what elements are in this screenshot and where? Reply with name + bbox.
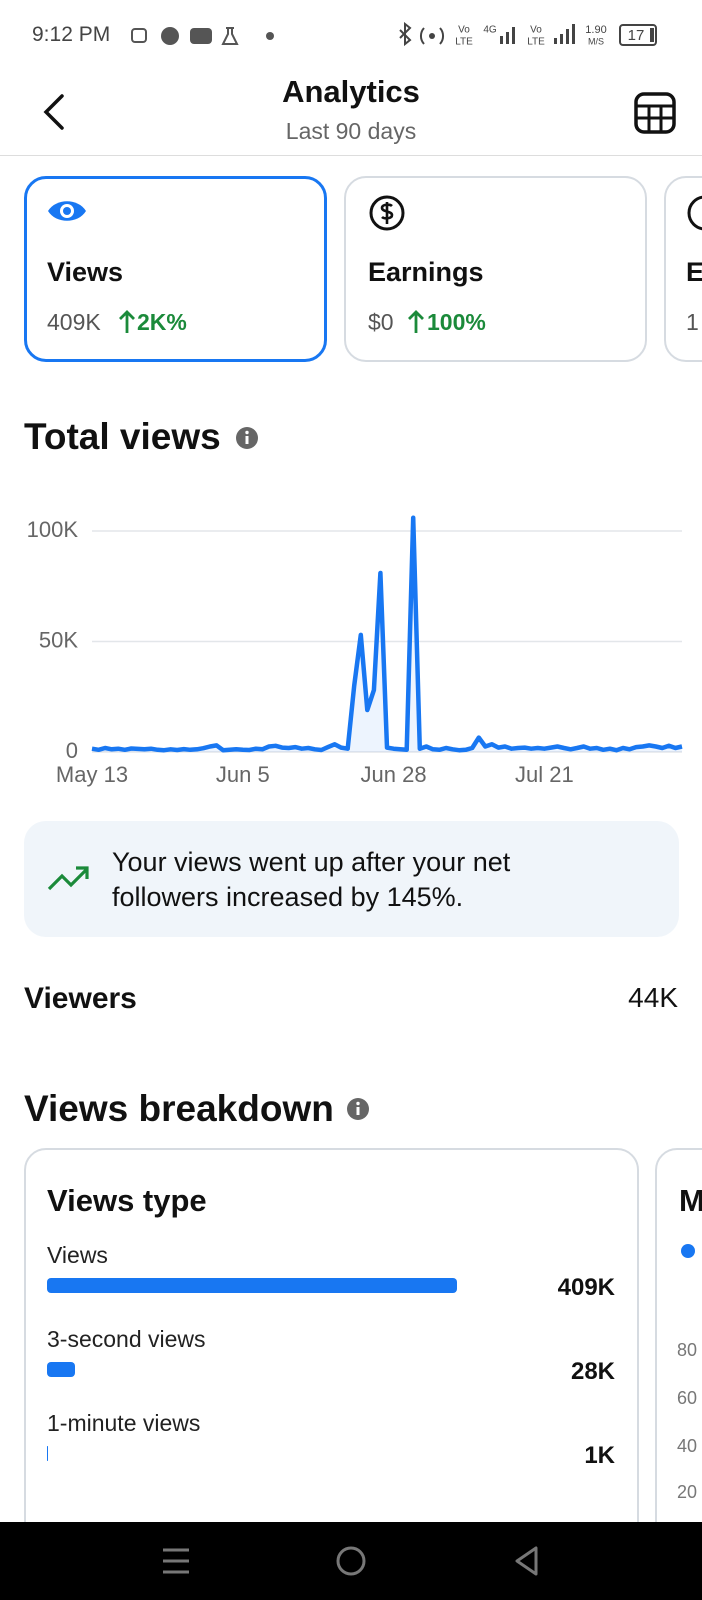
insight-text: Your views went up after your net follow… (112, 847, 511, 912)
next-card: M 80 60 40 20 (655, 1148, 702, 1568)
bar (47, 1446, 48, 1461)
card-label: Earnings (368, 257, 484, 287)
bar (47, 1278, 457, 1293)
card-change: 100% (427, 309, 486, 335)
dollar-icon (369, 195, 405, 231)
y-tick-label: 60 (677, 1388, 698, 1408)
home-button[interactable] (334, 1544, 368, 1578)
menu-button[interactable] (160, 1544, 192, 1578)
legend-dot (681, 1244, 695, 1258)
y-tick-label: 40 (677, 1436, 698, 1456)
status-text: LTE (527, 37, 545, 48)
status-time: 9:12 PM (32, 23, 111, 46)
y-tick-label: 0 (66, 738, 78, 763)
metric-card[interactable]: E 1 (664, 176, 702, 362)
status-icons (131, 27, 274, 45)
page-title: Analytics (282, 74, 420, 109)
card-icon (687, 195, 702, 231)
y-tick-label: 20 (677, 1482, 698, 1502)
section-title: Views breakdown (24, 1088, 334, 1129)
bar-value: 409K (557, 1274, 615, 1301)
viewers-label: Viewers (24, 982, 137, 1015)
metric-card[interactable]: Views 409K 2K% (24, 176, 327, 362)
y-tick-label: 80 (677, 1340, 698, 1360)
up-arrow (119, 310, 135, 333)
status-right: Vo LTE 4G Vo LTE 1.90 M/S 17 (399, 22, 657, 48)
table-button[interactable] (633, 91, 677, 135)
card-change: 2K% (137, 309, 187, 335)
up-arrow (408, 310, 424, 333)
line-chart: 0 50K 100K May 13 Jun 5 Jun 28 Jul 21 (27, 515, 683, 787)
bar-value: 28K (570, 1358, 615, 1385)
viewers-value: 44K (628, 982, 678, 1013)
battery-level: 17 (628, 27, 645, 44)
trend-icon (47, 866, 89, 891)
status-text: Vo (458, 25, 470, 36)
x-tick-label: May 13 (56, 762, 128, 787)
x-tick-label: Jun 5 (216, 762, 270, 787)
insight-box: Your views went up after your net follow… (24, 821, 679, 937)
metric-card[interactable]: Earnings $0 100% (344, 176, 647, 362)
bar-label: 3-second views (47, 1326, 206, 1352)
status-text: LTE (455, 37, 473, 48)
card-title: M (679, 1183, 702, 1218)
y-tick-label: 50K (39, 627, 78, 652)
bar-label: 1-minute views (47, 1410, 201, 1436)
line-series (91, 515, 683, 753)
status-text: 1.90 (585, 24, 606, 36)
card-label: Views (47, 257, 124, 287)
views-type-card: Views type Views 409K 3-second views 28K 1-m… (24, 1148, 639, 1568)
page-subtitle: Last 90 days (285, 118, 417, 144)
divider (0, 155, 702, 156)
x-tick-label: Jun 28 (361, 762, 427, 787)
bar (47, 1362, 76, 1377)
eye-icon (48, 201, 86, 221)
status-text: 4G (483, 25, 497, 36)
card-value: 1 (686, 309, 699, 335)
y-tick-label: 100K (27, 517, 79, 542)
back-nav-button[interactable] (512, 1544, 542, 1578)
nav-bar (0, 1522, 702, 1600)
status-text: Vo (530, 25, 542, 36)
back-button[interactable] (36, 92, 72, 132)
bar-label: Views (47, 1242, 108, 1268)
status-text: M/S (588, 36, 604, 46)
card-title: Views type (47, 1183, 207, 1218)
card-value: 409K (47, 309, 101, 335)
info-icon[interactable] (235, 426, 259, 450)
bar-value: 1K (584, 1442, 615, 1469)
section-title: Total views (24, 416, 221, 457)
x-tick-label: Jul 21 (515, 762, 574, 787)
info-icon[interactable] (346, 1097, 370, 1121)
card-value: $0 (368, 309, 394, 335)
card-label: E (686, 257, 702, 287)
